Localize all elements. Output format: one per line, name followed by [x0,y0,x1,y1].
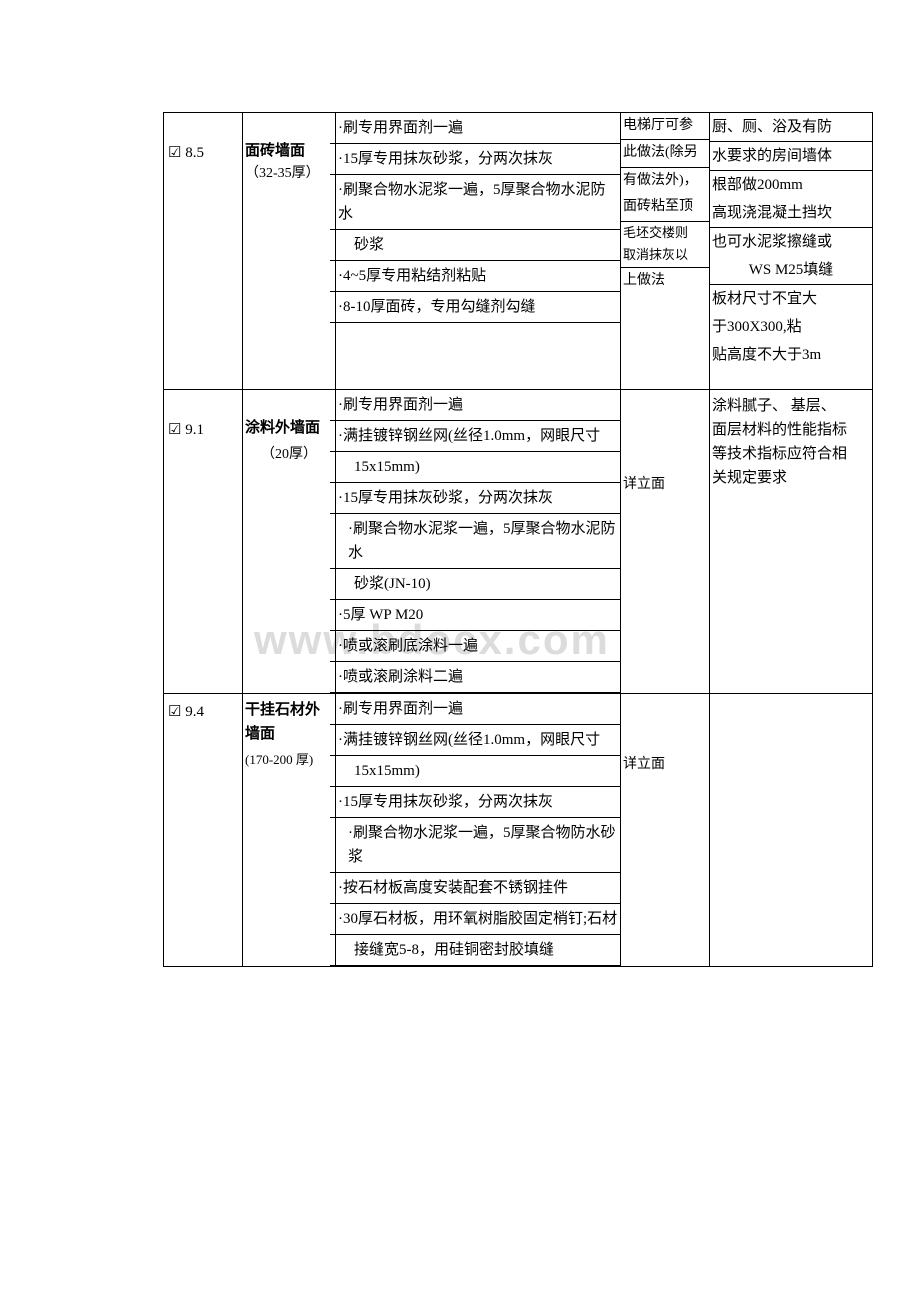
code-number: 9.4 [185,704,204,720]
step-line: ·刷聚合物水泥浆一遍，5厚聚合物水泥防水 [330,175,620,230]
step-line: ·刷聚合物水泥浆一遍，5厚聚合物水泥防水 [330,514,620,569]
note1-cell: 电梯厅可参 此做法(除另 有做法外)， 面砖粘至顶 毛坯交楼则 取消抹灰以 上做… [621,113,710,390]
step-line: ·30厚石材板，用环氧树脂胶固定梢钉;石材 [330,904,620,935]
note1-line: 取消抹灰以 [621,244,709,268]
note2-line: 也可水泥浆擦缝或 [710,228,872,256]
note1-line: 面砖粘至顶 [621,194,709,221]
step-line: ·4~5厚专用粘结剂粘贴 [330,261,620,292]
table-row: ☑ 9.4 干挂石材外墙面 (170-200 厚) ·刷专用界面剂一遍 ·满挂镀… [164,694,873,967]
note1-cell: 详立面 [621,694,710,967]
step-line: 15x15mm) [330,452,620,483]
step-line: ·满挂镀锌钢丝网(丝径1.0mm，网眼尺寸 [330,421,620,452]
step-line: 砂浆(JN-10) [330,569,620,600]
step-line: 15x15mm) [330,756,620,787]
step-line: ·15厚专用抹灰砂浆，分两次抹灰 [330,483,620,514]
checkbox-icon: ☑ [168,703,181,720]
code-number: 9.1 [185,422,204,438]
code-number: 8.5 [185,145,204,161]
step-line: ·按石材板高度安装配套不锈钢挂件 [330,873,620,904]
note2-cell [710,694,873,967]
code-cell: ☑ 9.4 [164,694,243,967]
steps-cell: ·刷专用界面剂一遍 ·满挂镀锌钢丝网(丝径1.0mm，网眼尺寸 15x15mm)… [336,694,621,967]
note1-line: 电梯厅可参 [621,113,709,140]
code-cell: ☑ 8.5 [164,113,243,390]
table-row: ☑ 8.5 面砖墙面 （32-35厚） ·刷专用界面剂一遍 ·15厚专用抹灰砂浆… [164,113,873,390]
note1-line: 此做法(除另 [621,140,709,167]
item-thickness: （20厚） [245,444,333,466]
note2-cell: 涂料腻子、 基层、 面层材料的性能指标 等技术指标应符合相 关规定要求 [710,390,873,694]
step-line: ·刷专用界面剂一遍 [330,390,620,421]
note1-line: 上做法 [621,268,709,294]
steps-cell: ·刷专用界面剂一遍 ·15厚专用抹灰砂浆，分两次抹灰 ·刷聚合物水泥浆一遍，5厚… [336,113,621,390]
note2-line: 面层材料的性能指标 [712,418,872,442]
step-line: ·15厚专用抹灰砂浆，分两次抹灰 [330,787,620,818]
note2-line: 板材尺寸不宜大 [710,285,872,313]
note2-line: WS M25填缝 [710,256,872,285]
note2-cell: 厨、厕、浴及有防 水要求的房间墙体 根部做200mm 高现浇混凝土挡坎 也可水泥… [710,113,873,390]
step-line: 接缝宽5-8，用硅铜密封胶填缝 [330,935,620,966]
checkbox-icon: ☑ [168,144,181,161]
spec-table: ☑ 8.5 面砖墙面 （32-35厚） ·刷专用界面剂一遍 ·15厚专用抹灰砂浆… [163,112,873,967]
step-line: ·8-10厚面砖，专用勾缝剂勾缝 [330,292,620,323]
checkbox-icon: ☑ [168,421,181,438]
note2-line: 水要求的房间墙体 [710,142,872,171]
note1-line: 详立面 [623,754,709,776]
note2-line: 涂料腻子、 基层、 [712,394,872,418]
step-line: ·刷专用界面剂一遍 [330,694,620,725]
name-cell: 涂料外墙面 （20厚） [243,390,336,694]
item-thickness: （32-35厚） [245,163,333,185]
step-line: ·满挂镀锌钢丝网(丝径1.0mm，网眼尺寸 [330,725,620,756]
step-line: ·喷或滚刷涂料二遍 [330,662,620,693]
note2-line: 等技术指标应符合相 [712,442,872,466]
item-name: 涂料外墙面 [245,419,320,436]
note2-line: 高现浇混凝土挡坎 [710,199,872,228]
item-name: 面砖墙面 [245,142,305,159]
note1-line: 毛坯交楼则 [621,222,709,245]
step-line: ·喷或滚刷底涂料一遍 [330,631,620,662]
name-cell: 干挂石材外墙面 (170-200 厚) [243,694,336,967]
note1-line: 有做法外)， [621,168,709,194]
item-name: 干挂石材外墙面 [245,701,320,742]
note2-line: 于300X300,粘 [710,313,872,341]
note1-cell: 详立面 [621,390,710,694]
step-line: ·5厚 WP M20 [330,600,620,631]
code-cell: ☑ 9.1 [164,390,243,694]
note2-line: 厨、厕、浴及有防 [710,113,872,142]
note2-line: 根部做200mm [710,171,872,199]
note2-line: 贴高度不大于3m [710,341,872,389]
steps-cell: ·刷专用界面剂一遍 ·满挂镀锌钢丝网(丝径1.0mm，网眼尺寸 15x15mm)… [336,390,621,694]
step-line: ·刷聚合物水泥浆一遍，5厚聚合物防水砂浆 [330,818,620,873]
step-line: 砂浆 [330,230,620,261]
step-line: ·15厚专用抹灰砂浆，分两次抹灰 [330,144,620,175]
name-cell: 面砖墙面 （32-35厚） [243,113,336,390]
note2-line: 关规定要求 [712,466,872,490]
table-row: ☑ 9.1 涂料外墙面 （20厚） ·刷专用界面剂一遍 ·满挂镀锌钢丝网(丝径1… [164,390,873,694]
item-thickness: (170-200 厚) [245,750,333,771]
note1-line: 详立面 [623,474,709,496]
step-line: ·刷专用界面剂一遍 [330,113,620,144]
